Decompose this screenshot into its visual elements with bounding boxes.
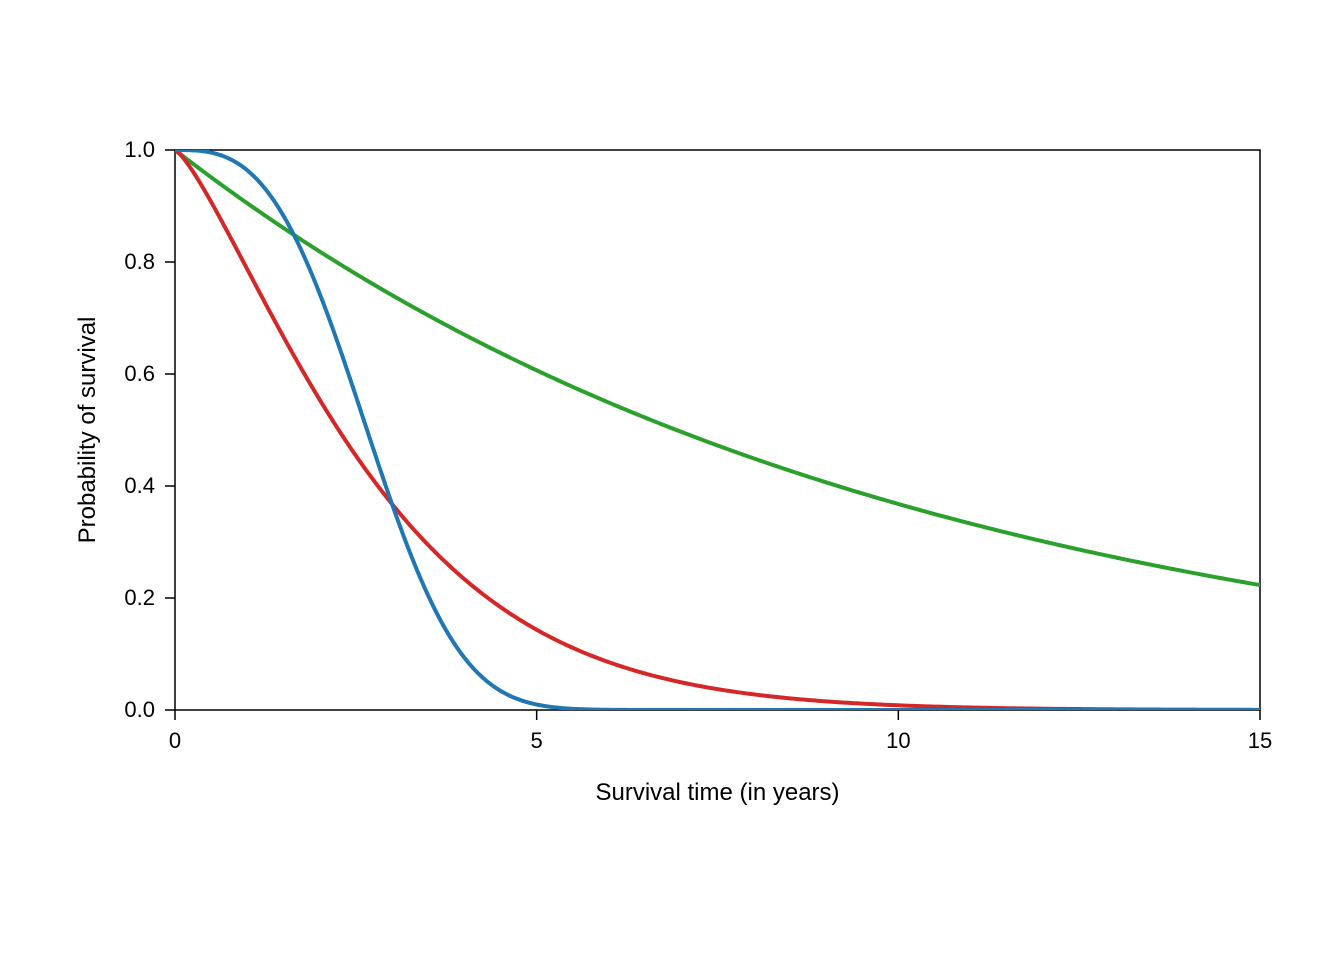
y-tick-label: 1.0 (124, 137, 155, 162)
x-tick-label: 15 (1248, 728, 1272, 753)
survival-chart: 0 5 10 15 0.0 0.2 0.4 0.6 0.8 1.0 Survival time (i… (0, 0, 1344, 960)
y-tick-label: 0.4 (124, 473, 155, 498)
x-tick-label: 0 (169, 728, 181, 753)
x-axis-label: Survival time (in years) (595, 779, 839, 806)
y-tick-label: 0.8 (124, 249, 155, 274)
x-tick-label: 10 (886, 728, 910, 753)
y-tick-label: 0.2 (124, 585, 155, 610)
y-tick-label: 0.0 (124, 697, 155, 722)
chart-svg: 0 5 10 15 0.0 0.2 0.4 0.6 0.8 1.0 Survival time (i… (0, 0, 1344, 960)
y-axis-label: Probability of survival (74, 317, 101, 544)
x-tick-label: 5 (531, 728, 543, 753)
y-tick-label: 0.6 (124, 361, 155, 386)
